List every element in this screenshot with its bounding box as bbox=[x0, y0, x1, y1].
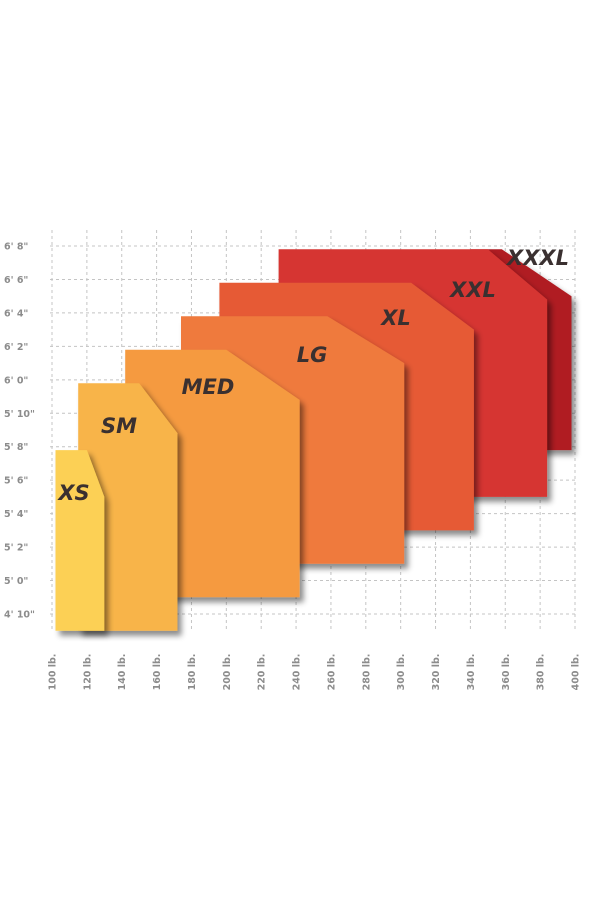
size-labels: XS SM MED LG XL XXL XXXL bbox=[56, 246, 569, 505]
x-tick-label: 100 lb. bbox=[48, 654, 59, 691]
y-tick-label: 4' 10" bbox=[4, 610, 35, 621]
x-tick-label: 240 lb. bbox=[292, 654, 303, 691]
size-regions bbox=[55, 249, 572, 631]
x-tick-label: 340 lb. bbox=[466, 654, 477, 691]
y-tick-label: 6' 0" bbox=[4, 375, 28, 386]
size-label-xxxl: XXXL bbox=[505, 246, 569, 270]
y-tick-label: 5' 6" bbox=[4, 476, 28, 487]
y-tick-label: 6' 8" bbox=[4, 242, 28, 253]
x-tick-label: 400 lb. bbox=[571, 654, 582, 691]
x-tick-label: 200 lb. bbox=[222, 654, 233, 691]
size-label-lg: LG bbox=[297, 343, 328, 367]
y-tick-label: 5' 10" bbox=[4, 409, 35, 420]
x-tick-label: 320 lb. bbox=[431, 654, 442, 691]
size-label-xxl: XXL bbox=[448, 278, 496, 302]
size-label-xl: XL bbox=[379, 306, 411, 330]
y-tick-label: 5' 4" bbox=[4, 509, 28, 520]
x-tick-label: 140 lb. bbox=[117, 654, 128, 691]
x-tick-label: 300 lb. bbox=[396, 654, 407, 691]
size-region-xs bbox=[55, 450, 105, 631]
y-tick-label: 5' 2" bbox=[4, 543, 28, 554]
y-axis-labels: 4' 10" 5' 0" 5' 2" 5' 4" 5' 6" 5' 8" 5' 10" 6' … bbox=[4, 242, 35, 621]
y-tick-label: 6' 6" bbox=[4, 275, 28, 286]
size-label-sm: SM bbox=[101, 414, 137, 438]
size-label-med: MED bbox=[182, 375, 235, 399]
y-tick-label: 6' 4" bbox=[4, 308, 28, 319]
x-axis-labels: 100 lb. 120 lb. 140 lb. 160 lb. 180 lb. 200 l… bbox=[48, 654, 582, 691]
x-tick-label: 360 lb. bbox=[501, 654, 512, 691]
x-tick-label: 260 lb. bbox=[326, 654, 337, 691]
x-tick-label: 120 lb. bbox=[82, 654, 93, 691]
x-tick-label: 280 lb. bbox=[361, 654, 372, 691]
y-tick-label: 5' 8" bbox=[4, 442, 28, 453]
x-tick-label: 380 lb. bbox=[536, 654, 547, 691]
x-tick-label: 160 lb. bbox=[152, 654, 163, 691]
x-tick-label: 220 lb. bbox=[257, 654, 268, 691]
x-tick-label: 180 lb. bbox=[187, 654, 198, 691]
size-label-xs: XS bbox=[56, 481, 89, 505]
y-tick-label: 6' 2" bbox=[4, 342, 28, 353]
y-tick-label: 5' 0" bbox=[4, 576, 28, 587]
